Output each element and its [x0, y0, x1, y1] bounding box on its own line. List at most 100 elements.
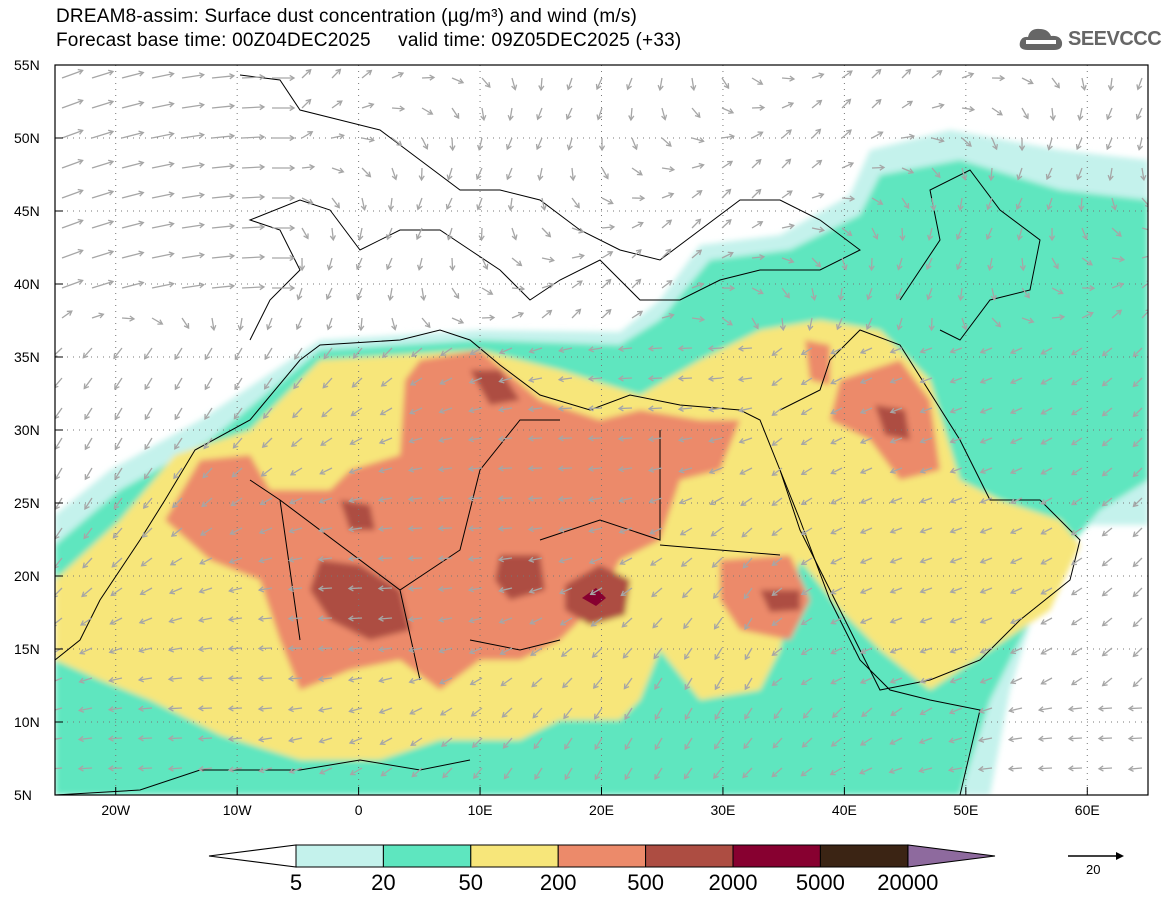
- wind-arrow: [744, 707, 753, 720]
- wind-arrow: [587, 496, 603, 503]
- wind-arrow: [901, 167, 915, 175]
- wind-arrow: [121, 220, 145, 229]
- wind-arrow: [1141, 255, 1148, 259]
- wind-arrow: [617, 405, 633, 412]
- wind-arrow: [841, 161, 855, 169]
- wind-arrow: [979, 647, 993, 654]
- wind-arrow: [1127, 705, 1143, 712]
- wind-arrow: [61, 68, 84, 79]
- wind-arrow: [948, 707, 963, 715]
- wind-arrow: [738, 437, 753, 444]
- wind-arrow: [1040, 587, 1053, 595]
- wind-arrow: [1040, 557, 1053, 565]
- wind-arrow: [84, 407, 93, 421]
- wind-arrow: [407, 495, 423, 503]
- wind-arrow: [1111, 227, 1122, 237]
- lat-label: 40N: [14, 276, 40, 292]
- wind-arrow: [742, 767, 753, 779]
- wind-arrow: [800, 617, 813, 625]
- wind-arrow: [528, 556, 543, 563]
- wind-arrow: [631, 249, 642, 259]
- wind-arrow: [571, 308, 582, 319]
- wind-arrow: [859, 647, 873, 655]
- wind-arrow: [593, 707, 603, 720]
- wind-arrow: [684, 737, 693, 751]
- wind-arrow: [449, 137, 456, 152]
- wind-arrow: [531, 677, 543, 688]
- wind-arrow: [918, 737, 933, 745]
- wind-arrow: [587, 375, 603, 382]
- wind-arrow: [841, 195, 856, 202]
- wind-arrow: [889, 437, 903, 444]
- wind-arrow: [979, 617, 993, 624]
- wind-arrow: [144, 407, 153, 421]
- wind-arrow: [889, 737, 903, 745]
- wind-arrow: [1132, 647, 1143, 658]
- wind-arrow: [170, 527, 183, 537]
- wind-arrow: [260, 467, 273, 477]
- wind-arrow: [841, 227, 853, 237]
- wind-arrow: [498, 347, 513, 355]
- wind-arrow: [926, 287, 933, 301]
- wind-arrow: [497, 435, 513, 442]
- wind-arrow: [108, 676, 123, 684]
- wind-arrow: [378, 707, 393, 715]
- dust-level-5: [55, 130, 1148, 795]
- wind-arrow: [202, 467, 213, 479]
- wind-arrow: [601, 197, 614, 205]
- wind-arrow: [1070, 677, 1083, 686]
- wind-arrow: [1101, 347, 1113, 357]
- wind-arrow: [1141, 197, 1148, 208]
- wind-arrow: [301, 197, 314, 205]
- wind-arrow: [830, 497, 843, 505]
- wind-arrow: [110, 587, 123, 597]
- wind-arrow: [596, 107, 603, 121]
- wind-arrow: [559, 617, 573, 626]
- wind-arrow: [501, 707, 513, 718]
- wind-arrow: [114, 407, 123, 421]
- forecast-times: Forecast base time: 00Z04DEC2025 valid t…: [56, 30, 682, 51]
- wind-arrow: [737, 345, 753, 352]
- wind-arrow: [231, 467, 243, 478]
- wind-arrow: [931, 167, 941, 179]
- wind-arrow: [477, 137, 484, 151]
- wind-arrow: [1081, 311, 1094, 319]
- wind-arrow: [684, 647, 693, 660]
- wind-arrow: [594, 737, 603, 751]
- wind-arrow: [955, 227, 963, 241]
- wind-arrow: [889, 677, 903, 684]
- wind-arrow: [1101, 407, 1113, 417]
- wind-arrow: [1101, 467, 1113, 477]
- colorbar-cell: [382, 844, 472, 868]
- wind-arrow: [81, 587, 93, 598]
- wind-arrow: [865, 317, 873, 331]
- wind-arrow: [347, 585, 363, 592]
- wind-arrow: [1070, 467, 1083, 476]
- wind-arrow: [198, 587, 213, 594]
- wind-arrow: [1040, 677, 1053, 685]
- wind-arrow: [1067, 735, 1083, 742]
- graticule: [55, 65, 1148, 795]
- wind-arrow: [781, 129, 792, 139]
- wind-arrow: [563, 707, 573, 720]
- wind-arrow: [296, 287, 303, 301]
- wind-arrow: [272, 74, 296, 82]
- wind-arrow: [901, 100, 914, 109]
- wind-arrow: [859, 377, 873, 385]
- lat-label: 20N: [14, 568, 40, 584]
- wind-arrow: [476, 197, 483, 211]
- wind-arrow: [979, 587, 993, 594]
- wind-arrow: [1141, 309, 1148, 319]
- wind-arrow: [266, 317, 273, 331]
- wind-arrow: [541, 256, 555, 263]
- wind-arrow: [949, 377, 963, 384]
- wind-arrow: [979, 557, 993, 564]
- wind-arrow: [742, 557, 753, 569]
- wind-arrow: [590, 617, 603, 627]
- wind-arrow: [227, 705, 243, 712]
- wind-arrow: [506, 167, 513, 181]
- wind-arrow: [721, 317, 733, 326]
- wind-arrow: [771, 527, 783, 537]
- wind-arrow: [569, 167, 576, 182]
